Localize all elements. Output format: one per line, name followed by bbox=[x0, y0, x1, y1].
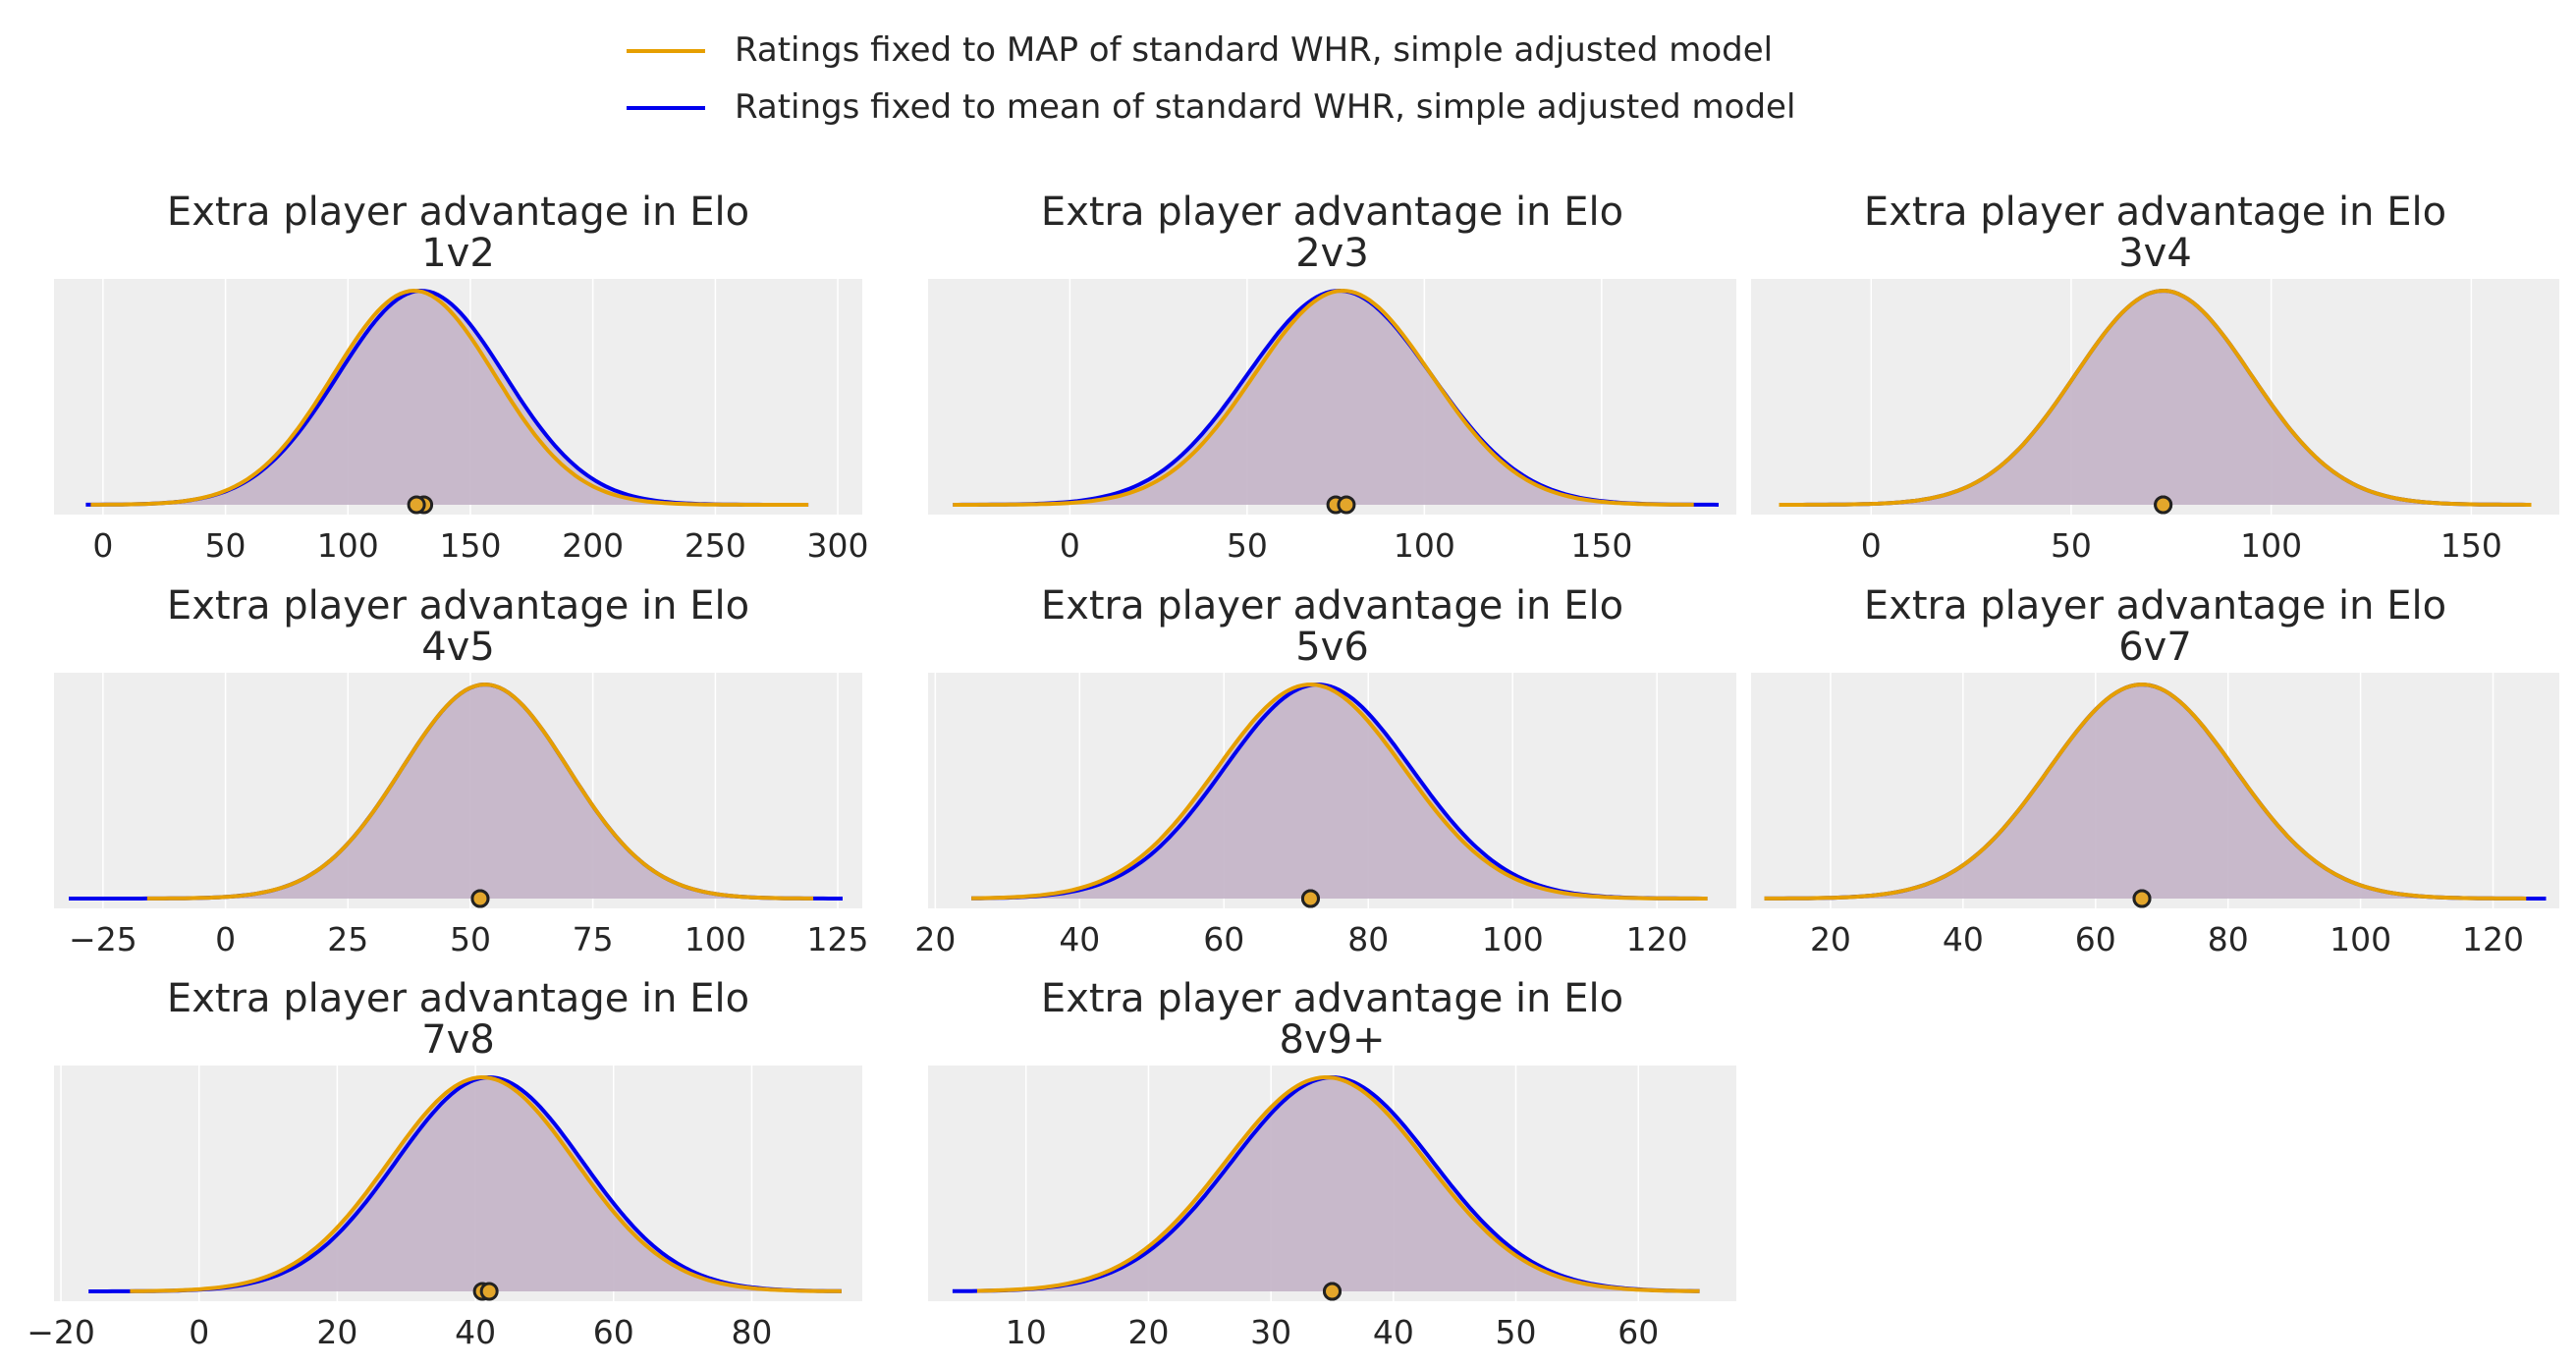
subplot-title: Extra player advantage in Elo bbox=[1041, 976, 1623, 1021]
subplot-subtitle: 6v7 bbox=[2118, 625, 2192, 670]
point-estimate-map bbox=[479, 1282, 499, 1301]
x-tick-label: 50 bbox=[1496, 1313, 1537, 1351]
subplot-subtitle: 3v4 bbox=[2118, 231, 2192, 276]
x-tick-label: 20 bbox=[1810, 920, 1851, 958]
density-line-map bbox=[1779, 288, 2532, 507]
density-fill-mean bbox=[1779, 291, 2532, 505]
x-tick-label: 120 bbox=[2462, 920, 2524, 958]
legend: Ratings fixed to MAP of standard WHR, si… bbox=[627, 30, 1795, 127]
legend-label-map: Ratings fixed to MAP of standard WHR, si… bbox=[735, 30, 1773, 70]
x-tick-label: 50 bbox=[450, 920, 491, 958]
point-estimate-map bbox=[407, 495, 426, 515]
subplot-subtitle: 4v5 bbox=[421, 625, 495, 670]
x-tick-label: 100 bbox=[317, 526, 379, 565]
x-tick-label: 150 bbox=[1570, 526, 1632, 565]
point-estimate-map bbox=[1337, 495, 1356, 515]
point-estimate-map bbox=[1300, 889, 1320, 908]
subplot-title: Extra player advantage in Elo bbox=[1041, 190, 1623, 235]
x-tick-label: 100 bbox=[1394, 526, 1455, 565]
density-line-map bbox=[1764, 682, 2527, 901]
density-line-map bbox=[146, 682, 814, 901]
x-tick-label: 100 bbox=[2240, 526, 2302, 565]
x-tick-label: 40 bbox=[1943, 920, 1984, 958]
subplot-title: Extra player advantage in Elo bbox=[167, 976, 749, 1021]
x-tick-label: 80 bbox=[1347, 920, 1389, 958]
x-tick-label: 20 bbox=[1127, 1313, 1169, 1351]
x-tick-label: 60 bbox=[2075, 920, 2116, 958]
point-estimate-map bbox=[2154, 495, 2173, 515]
density-line-map bbox=[90, 288, 809, 507]
density-line-map bbox=[130, 1074, 842, 1293]
x-tick-label: 300 bbox=[807, 526, 869, 565]
x-tick-label: 40 bbox=[1059, 920, 1100, 958]
point-estimate-map bbox=[470, 889, 490, 908]
density-line-map bbox=[976, 1074, 1700, 1293]
point-estimate-map bbox=[2132, 889, 2152, 908]
density-fill-mean bbox=[953, 291, 1719, 505]
x-tick-label: 100 bbox=[2329, 920, 2391, 958]
legend-label-mean: Ratings fixed to mean of standard WHR, s… bbox=[735, 87, 1795, 127]
x-tick-label: 120 bbox=[1626, 920, 1688, 958]
subplot-title: Extra player advantage in Elo bbox=[167, 190, 749, 235]
density-fill-mean bbox=[88, 1077, 842, 1291]
subplot-title: Extra player advantage in Elo bbox=[167, 583, 749, 629]
x-tick-label: 80 bbox=[731, 1313, 772, 1351]
x-tick-label: −20 bbox=[27, 1313, 95, 1351]
density-fill-mean bbox=[85, 291, 809, 505]
x-tick-label: 0 bbox=[1861, 526, 1882, 565]
x-tick-label: 40 bbox=[455, 1313, 496, 1351]
x-tick-label: 60 bbox=[593, 1313, 634, 1351]
density-line-map bbox=[971, 682, 1708, 901]
x-tick-label: 20 bbox=[316, 1313, 357, 1351]
x-tick-label: −25 bbox=[69, 920, 137, 958]
subplot-title: Extra player advantage in Elo bbox=[1041, 583, 1623, 629]
x-tick-label: 125 bbox=[807, 920, 869, 958]
x-tick-label: 100 bbox=[1482, 920, 1544, 958]
x-tick-label: 0 bbox=[92, 526, 113, 565]
x-tick-label: 75 bbox=[573, 920, 614, 958]
density-line-map bbox=[953, 288, 1694, 507]
x-tick-label: 0 bbox=[1060, 526, 1080, 565]
density-fill-mean bbox=[952, 1077, 1700, 1291]
x-tick-label: 30 bbox=[1250, 1313, 1291, 1351]
density-fill-mean bbox=[1764, 684, 2547, 899]
subplot-subtitle: 5v6 bbox=[1295, 625, 1369, 670]
x-tick-label: 100 bbox=[685, 920, 746, 958]
x-tick-label: 40 bbox=[1373, 1313, 1414, 1351]
x-tick-label: 50 bbox=[1227, 526, 1268, 565]
x-tick-label: 60 bbox=[1617, 1313, 1659, 1351]
x-tick-label: 250 bbox=[685, 526, 746, 565]
subplot-subtitle: 7v8 bbox=[421, 1017, 495, 1063]
x-tick-label: 0 bbox=[215, 920, 236, 958]
subplot-title: Extra player advantage in Elo bbox=[1864, 583, 2446, 629]
subplot-title: Extra player advantage in Elo bbox=[1864, 190, 2446, 235]
x-tick-label: 60 bbox=[1203, 920, 1244, 958]
x-tick-label: 80 bbox=[2208, 920, 2249, 958]
subplot-subtitle: 2v3 bbox=[1295, 231, 1369, 276]
x-tick-label: 50 bbox=[205, 526, 247, 565]
x-tick-label: 0 bbox=[189, 1313, 209, 1351]
x-tick-label: 150 bbox=[2440, 526, 2502, 565]
subplot-subtitle: 1v2 bbox=[421, 231, 495, 276]
x-tick-label: 50 bbox=[2051, 526, 2092, 565]
x-tick-label: 20 bbox=[914, 920, 956, 958]
density-fill-mean bbox=[69, 684, 843, 899]
x-tick-label: 200 bbox=[562, 526, 624, 565]
subplot-subtitle: 8v9+ bbox=[1279, 1017, 1385, 1063]
x-tick-label: 25 bbox=[327, 920, 368, 958]
density-fill-mean bbox=[971, 684, 1708, 899]
x-tick-label: 10 bbox=[1006, 1313, 1047, 1351]
point-estimate-map bbox=[1323, 1282, 1342, 1301]
x-tick-label: 150 bbox=[439, 526, 501, 565]
